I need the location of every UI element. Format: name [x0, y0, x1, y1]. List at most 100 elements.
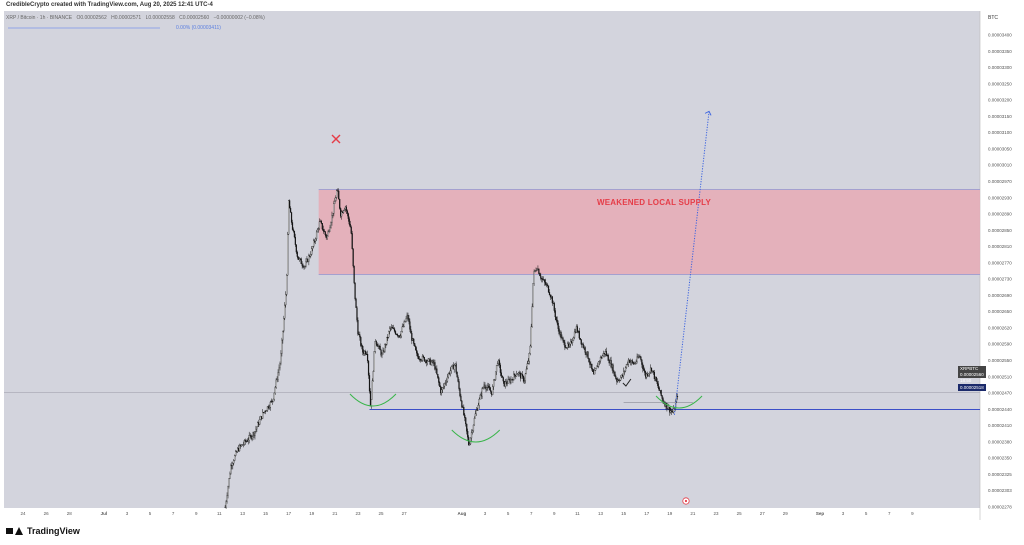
candle-body: [311, 248, 313, 255]
y-tick-label: 0.00002730: [988, 277, 1012, 282]
candle-body: [387, 336, 389, 338]
candle-body: [533, 271, 535, 284]
candle-body: [255, 428, 257, 432]
candle-body: [512, 379, 514, 381]
candle-body: [673, 408, 675, 413]
x-tick-label: 21: [690, 511, 696, 516]
candle-body: [302, 265, 304, 268]
candle-body: [235, 451, 237, 456]
candle-body: [534, 270, 536, 272]
candle-body: [435, 368, 437, 370]
x-tick-label: 23: [355, 511, 361, 516]
candle-body: [282, 330, 284, 341]
candle-body: [338, 190, 340, 200]
candle-body: [597, 365, 599, 367]
candle-body: [251, 436, 253, 439]
check-mark: [622, 378, 632, 387]
y-tick-label: 0.00002890: [988, 212, 1012, 217]
tradingview-footer[interactable]: TradingView: [6, 526, 80, 536]
candle-body: [408, 318, 410, 322]
candle-body: [449, 370, 451, 374]
symbol-name: XRP / Bitcoin · 1h · BINANCE: [6, 15, 73, 21]
candle-body: [574, 331, 577, 333]
candle-body: [424, 360, 426, 362]
x-tick-label: 9: [911, 511, 914, 516]
candle-body: [348, 218, 350, 225]
candle-body: [353, 265, 355, 283]
x-tick-label: 29: [783, 511, 789, 516]
candle-body: [336, 190, 338, 198]
y-tick-label: 0.00003400: [988, 33, 1012, 38]
candle-body: [494, 379, 496, 381]
candle-body: [622, 374, 624, 377]
candle-body: [293, 231, 296, 238]
candle-body: [529, 345, 531, 354]
candle-body: [518, 372, 520, 374]
price-axis[interactable]: [980, 11, 1020, 508]
candle-body: [459, 388, 461, 397]
candle-body: [573, 331, 576, 338]
candle-body: [494, 371, 497, 380]
candle-body: [452, 364, 454, 370]
candle-body: [571, 341, 573, 343]
candle-body: [661, 395, 663, 399]
candle-body: [269, 401, 271, 408]
candle-body: [393, 328, 396, 332]
candle-body: [399, 335, 401, 338]
candle-body: [644, 370, 646, 373]
candle-body: [360, 337, 362, 346]
candle-body: [526, 363, 528, 370]
candle-body: [425, 360, 427, 364]
y-tick-label: 0.00002970: [988, 179, 1012, 184]
candle-body: [388, 331, 390, 338]
candle-body: [443, 385, 445, 388]
candle-body: [366, 354, 369, 362]
candle-body: [488, 385, 490, 388]
candle-body: [472, 424, 475, 432]
candle-body: [630, 360, 632, 363]
candle-body: [601, 355, 604, 359]
symbol-legend[interactable]: XRP / Bitcoin · 1h · BINANCE O0.00002562…: [6, 15, 268, 21]
candle-body: [604, 351, 606, 355]
candle-body: [350, 226, 352, 234]
supply-zone: [318, 188, 980, 276]
candle-body: [609, 360, 611, 364]
candle-body: [470, 432, 473, 439]
candle-body: [370, 399, 373, 407]
x-tick-label: 9: [553, 511, 556, 516]
x-tick-label: 25: [737, 511, 743, 516]
candle-body: [676, 396, 679, 398]
candle-body: [395, 333, 398, 335]
candle-body: [463, 406, 465, 416]
tradingview-logo-icon: [6, 526, 24, 536]
candle-body: [441, 389, 443, 394]
candle-body: [265, 410, 268, 412]
candle-body: [548, 292, 551, 296]
candle-body: [457, 376, 459, 382]
candle-body: [232, 463, 234, 467]
candle-body: [552, 302, 554, 304]
candle-body: [454, 363, 456, 366]
candle-body: [349, 223, 351, 228]
candle-body: [328, 231, 330, 232]
candle-body: [654, 376, 656, 380]
x-tick-label: 7: [530, 511, 533, 516]
candle-body: [278, 367, 280, 373]
x-tick-label: Aug: [458, 511, 467, 516]
candle-body: [437, 373, 439, 378]
y-tick-label: 0.00002470: [988, 391, 1012, 396]
current-price-badge: XRPBTC 0.00002560 18:50: [958, 366, 986, 383]
candle-body: [626, 363, 629, 365]
candle-body: [442, 387, 444, 390]
candle-body: [539, 273, 541, 277]
candle-body: [383, 350, 385, 352]
candle-body: [492, 386, 494, 395]
time-axis[interactable]: [4, 508, 980, 520]
candle-body: [634, 362, 636, 364]
x-tick-label: 11: [217, 511, 222, 516]
candle-body: [536, 269, 538, 271]
candle-body: [479, 394, 481, 400]
candle-body: [379, 345, 381, 351]
y-tick-label: 0.00002325: [988, 472, 1012, 477]
